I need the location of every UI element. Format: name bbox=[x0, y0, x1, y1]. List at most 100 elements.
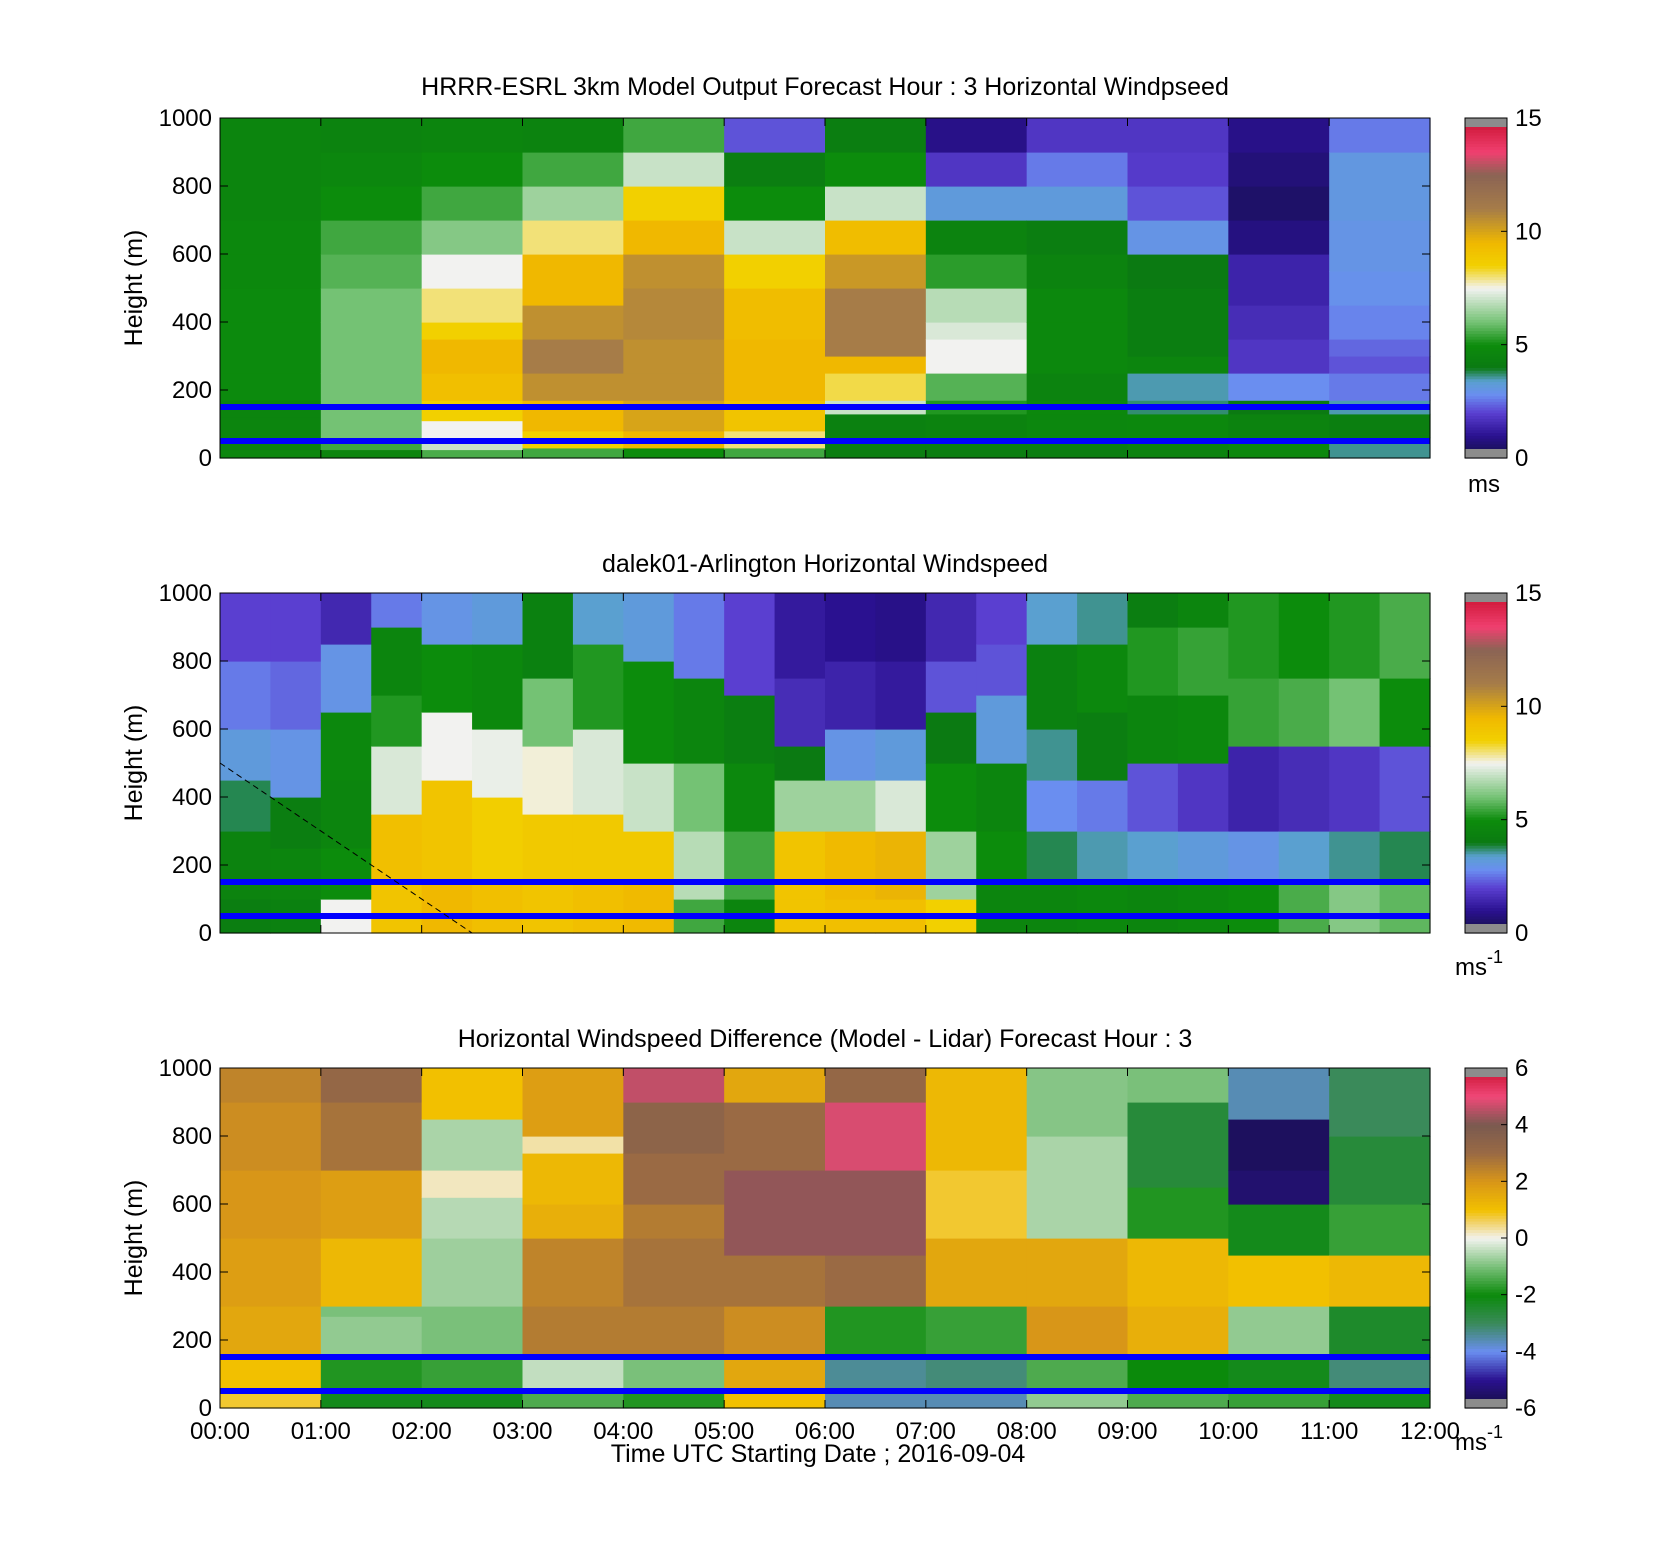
colorbar-band bbox=[1465, 152, 1507, 156]
colorbar-band bbox=[1465, 627, 1507, 631]
colorbar-band bbox=[1465, 856, 1507, 860]
heatmap-cell bbox=[320, 1170, 423, 1239]
heatmap-cell bbox=[825, 288, 927, 357]
colorbar-unit: ms bbox=[1468, 471, 1500, 498]
heatmap-cell bbox=[522, 447, 624, 459]
heatmap-cell bbox=[1026, 831, 1078, 883]
colorbar-band bbox=[1465, 140, 1507, 145]
heatmap-cell bbox=[1228, 305, 1330, 340]
colorbar-band bbox=[1465, 649, 1507, 654]
colorbar-cap bbox=[1465, 449, 1507, 458]
heatmap-cell bbox=[925, 322, 1028, 340]
dashed-line bbox=[219, 762, 473, 934]
heatmap-cell bbox=[1329, 1357, 1431, 1392]
heatmap-cell bbox=[1228, 1068, 1330, 1120]
heatmap-cell bbox=[825, 1255, 927, 1307]
colorbar-band bbox=[1465, 137, 1507, 142]
colorbar-band bbox=[1465, 313, 1507, 317]
y-tick-label: 800 bbox=[172, 1123, 212, 1150]
colorbar-band bbox=[1465, 918, 1507, 923]
heatmap-cell bbox=[724, 593, 776, 696]
heatmap-cell bbox=[925, 1068, 1028, 1171]
heatmap-cell bbox=[522, 1204, 624, 1239]
heatmap-cell bbox=[522, 882, 574, 934]
colorbar-band bbox=[1465, 709, 1507, 713]
colorbar-band bbox=[1465, 1283, 1507, 1287]
colorbar-band bbox=[1465, 814, 1507, 818]
heatmap-cell bbox=[1026, 413, 1129, 439]
heatmap-cell bbox=[1026, 729, 1078, 781]
heatmap-cell bbox=[522, 339, 624, 374]
colorbar-band bbox=[1465, 248, 1507, 252]
heatmap-cell bbox=[825, 1357, 927, 1392]
heatmap-cell bbox=[421, 322, 524, 340]
heatmap-cell bbox=[1127, 254, 1229, 289]
heatmap-cell bbox=[522, 678, 574, 747]
heatmap-cell bbox=[724, 152, 826, 187]
heatmap-cell bbox=[421, 186, 524, 221]
heatmap-cell bbox=[1228, 1204, 1330, 1256]
colorbar-band bbox=[1465, 208, 1507, 213]
heatmap-cell bbox=[472, 882, 524, 934]
colorbar-band bbox=[1465, 1246, 1507, 1250]
heatmap-cell bbox=[421, 288, 524, 323]
heatmap-cell bbox=[925, 1306, 1028, 1358]
colorbar-band bbox=[1465, 785, 1507, 790]
colorbar-band bbox=[1465, 921, 1507, 926]
colorbar-band bbox=[1465, 873, 1507, 877]
panel-1: HRRR-ESRL 3km Model Output Forecast Hour… bbox=[120, 73, 1542, 498]
colorbar-band bbox=[1465, 689, 1507, 693]
colorbar-tick-label: 0 bbox=[1515, 1225, 1528, 1252]
panel-title: HRRR-ESRL 3km Model Output Forecast Hour… bbox=[421, 73, 1229, 101]
heatmap-cell bbox=[572, 814, 624, 883]
heatmap-cell bbox=[220, 1391, 322, 1409]
heatmap-cell bbox=[1329, 1136, 1431, 1205]
heatmap-cell bbox=[623, 831, 675, 883]
colorbar-band bbox=[1465, 726, 1507, 730]
colorbar-band bbox=[1465, 251, 1507, 255]
colorbar-band bbox=[1465, 780, 1507, 784]
heatmap-cell bbox=[1177, 593, 1229, 628]
heatmap-cell bbox=[1127, 288, 1229, 357]
heatmap-cell bbox=[320, 644, 372, 713]
heatmap-cell bbox=[976, 593, 1028, 645]
heatmap-cell bbox=[1127, 695, 1179, 764]
colorbar-band bbox=[1465, 808, 1507, 812]
heatmap-cell bbox=[774, 678, 826, 747]
heatmap-cell bbox=[1228, 1306, 1330, 1358]
colorbar-band bbox=[1465, 1280, 1507, 1284]
colorbar-unit-sup: -1 bbox=[1487, 1422, 1503, 1442]
colorbar-band bbox=[1465, 1218, 1507, 1222]
colorbar-tick-label: 5 bbox=[1515, 807, 1528, 834]
heatmap-cell bbox=[421, 152, 524, 187]
heatmap-cell bbox=[1278, 746, 1330, 832]
heatmap-cell bbox=[421, 118, 524, 153]
heatmap-cell bbox=[623, 763, 675, 832]
colorbar-band bbox=[1465, 615, 1507, 620]
colorbar-band bbox=[1465, 816, 1507, 821]
colorbar-band bbox=[1465, 1263, 1507, 1267]
heatmap-cell bbox=[1026, 1306, 1129, 1358]
panel-title: dalek01-Arlington Horizontal Windspeed bbox=[602, 550, 1048, 578]
heatmap-cell bbox=[623, 447, 725, 459]
colorbar-band bbox=[1465, 723, 1507, 727]
colorbar-band bbox=[1465, 279, 1507, 283]
colorbar-band bbox=[1465, 675, 1507, 679]
heatmap-cell bbox=[825, 1068, 927, 1103]
colorbar-band bbox=[1465, 624, 1507, 628]
heatmap-cell bbox=[421, 1306, 524, 1358]
colorbar-band bbox=[1465, 1113, 1507, 1117]
colorbar-band bbox=[1465, 884, 1507, 889]
heatmap-cell bbox=[421, 420, 524, 439]
heatmap-cell bbox=[825, 356, 927, 374]
colorbar-band bbox=[1465, 1325, 1507, 1330]
heatmap-cell bbox=[421, 339, 524, 374]
x-tick-label: 00:00 bbox=[190, 1418, 250, 1445]
colorbar-band bbox=[1465, 748, 1507, 753]
heatmap-cell bbox=[1228, 1170, 1330, 1205]
colorbar-band bbox=[1465, 432, 1507, 436]
colorbar-band bbox=[1465, 1153, 1507, 1157]
heatmap-cell bbox=[925, 339, 1028, 374]
heatmap-cell bbox=[421, 373, 524, 401]
heatmap-cell bbox=[220, 1306, 322, 1358]
